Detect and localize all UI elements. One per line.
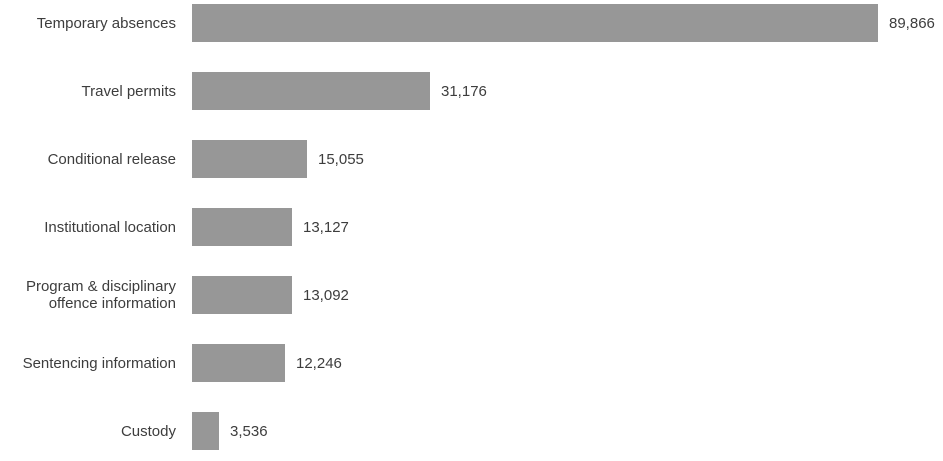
bar-track: 15,055 — [192, 140, 943, 178]
bar-track: 12,246 — [192, 344, 943, 382]
bar — [192, 412, 219, 450]
bar — [192, 72, 430, 110]
value-label: 13,092 — [303, 286, 349, 304]
category-label: Sentencing information — [22, 354, 176, 372]
category-label: Temporary absences — [36, 14, 176, 32]
value-label: 15,055 — [318, 150, 364, 168]
value-label: 31,176 — [441, 82, 487, 100]
chart-row: Program & disciplinary offence informati… — [0, 276, 943, 314]
bar — [192, 276, 292, 314]
value-label: 13,127 — [303, 218, 349, 236]
value-label: 12,246 — [296, 354, 342, 372]
bar-track: 13,092 — [192, 276, 943, 314]
category-label: Program & disciplinary offence informati… — [25, 278, 176, 312]
chart-row: Custody 3,536 — [0, 412, 943, 450]
chart-row: Sentencing information 12,246 — [0, 344, 943, 382]
category-label: Custody — [120, 422, 176, 440]
chart-row: Institutional location 13,127 — [0, 208, 943, 246]
bar-track: 89,866 — [192, 4, 943, 42]
bar — [192, 140, 307, 178]
category-label: Travel permits — [81, 82, 176, 100]
value-label: 3,536 — [230, 422, 268, 440]
chart-row: Travel permits 31,176 — [0, 72, 943, 110]
category-label: Institutional location — [44, 218, 176, 236]
bar — [192, 4, 878, 42]
category-label: Conditional release — [47, 150, 176, 168]
bar-track: 31,176 — [192, 72, 943, 110]
bar-track: 3,536 — [192, 412, 943, 450]
bar — [192, 208, 292, 246]
value-label: 89,866 — [889, 14, 935, 32]
chart-row: Temporary absences 89,866 — [0, 4, 943, 42]
chart-row: Conditional release 15,055 — [0, 140, 943, 178]
bar — [192, 344, 285, 382]
bar-chart-rows: Temporary absences 89,866 Travel permits 31… — [0, 4, 943, 450]
bar-track: 13,127 — [192, 208, 943, 246]
